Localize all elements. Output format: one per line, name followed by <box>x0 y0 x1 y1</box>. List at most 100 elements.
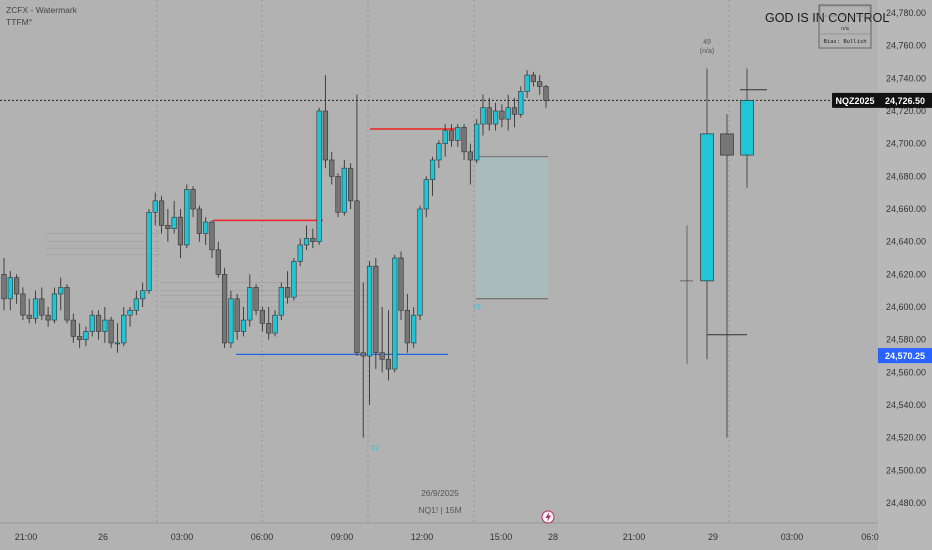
candle <box>77 323 83 348</box>
candle <box>297 238 303 267</box>
candle <box>133 290 139 316</box>
candle-body <box>89 314 95 332</box>
candle-body <box>461 127 467 153</box>
price-axis-ticks: 24,780.0024,760.0024,740.0024,720.0024,7… <box>886 8 926 508</box>
candle <box>278 282 284 321</box>
candle <box>221 267 228 348</box>
bias-table-value: n/a <box>841 26 850 32</box>
price-tick-label: 24,560.00 <box>886 367 926 377</box>
candle-body <box>278 287 284 316</box>
candle-body <box>51 293 58 321</box>
candle-body <box>480 107 486 125</box>
time-axis[interactable] <box>0 523 878 550</box>
candle <box>524 70 530 98</box>
candle-body <box>247 287 253 321</box>
candle-body <box>203 221 209 234</box>
price-tick-label: 24,700.00 <box>886 139 926 149</box>
candle <box>417 205 423 321</box>
candle-body <box>379 352 385 360</box>
candle-body <box>448 130 455 141</box>
candle-body <box>543 86 549 101</box>
date-label: 26/9/2025 <box>421 488 459 498</box>
candle <box>253 284 259 316</box>
candle-body <box>455 127 461 141</box>
candle <box>102 307 108 343</box>
candle-body <box>26 314 32 319</box>
candle-body <box>221 274 228 344</box>
time-tick-label: 06:00 <box>251 532 274 542</box>
candle-body <box>417 208 423 316</box>
candle-body <box>190 189 196 210</box>
candle <box>45 307 51 327</box>
candle-body <box>373 265 379 354</box>
price-tick-label: 24,480.00 <box>886 498 926 508</box>
candle <box>32 290 39 324</box>
candle <box>448 124 455 147</box>
candle-body <box>329 159 335 177</box>
last-price-tag[interactable]: NQZ2025 24,726.50 <box>832 92 932 108</box>
candle-body <box>196 208 202 234</box>
candle-body <box>385 358 392 370</box>
candle <box>228 290 234 348</box>
last-price-value: 24,726.50 <box>885 96 925 106</box>
time-tick-label: 03:00 <box>781 532 804 542</box>
candle <box>461 124 467 160</box>
time-tick-label: 12:00 <box>411 532 434 542</box>
candle-body <box>272 314 278 334</box>
crosshair-price-tag[interactable]: 24,570.25 <box>878 348 932 364</box>
crosshair-price-value: 24,570.25 <box>885 351 925 361</box>
candle <box>247 274 253 327</box>
candle-body <box>360 352 366 357</box>
fair-value-gap-zone <box>476 156 548 300</box>
candle-body <box>436 143 442 161</box>
candle <box>39 287 45 321</box>
projection-candle <box>740 68 754 188</box>
candle <box>404 293 410 353</box>
candle <box>272 310 278 337</box>
candle-body <box>348 167 354 202</box>
candle-body <box>127 309 133 316</box>
candle-body <box>253 287 259 311</box>
candle-body <box>133 298 139 311</box>
candle <box>392 254 398 373</box>
bias-label: Bias: Bullish <box>823 39 866 45</box>
price-tick-label: 24,660.00 <box>886 204 926 214</box>
candle-body <box>95 314 102 332</box>
candle-body <box>467 151 473 161</box>
low-label: C2 <box>371 446 379 452</box>
projection-candle-body <box>700 133 714 282</box>
projection-sub: (n/a) <box>700 48 714 55</box>
candle-body <box>146 211 152 291</box>
time-tick-label: 21:00 <box>15 532 38 542</box>
candle <box>14 274 20 304</box>
candle <box>480 94 486 136</box>
candle <box>184 184 190 249</box>
candle <box>379 307 385 373</box>
candle-body <box>474 123 480 161</box>
candle-body <box>114 342 121 345</box>
candle-body <box>354 200 360 354</box>
candle <box>158 195 165 234</box>
lightning-icon[interactable] <box>541 510 555 524</box>
candle-body <box>171 216 177 229</box>
candle-body <box>1 274 7 300</box>
last-price-symbol: NQZ2025 <box>835 96 874 106</box>
level-lines <box>46 128 460 355</box>
candle <box>310 228 316 249</box>
candle-body <box>64 287 70 321</box>
candle-body <box>58 287 64 295</box>
candle <box>89 310 95 337</box>
projection-candle-body <box>720 133 734 156</box>
candle-body <box>423 179 429 210</box>
candle <box>291 258 297 301</box>
time-tick-label: 21:00 <box>623 532 646 542</box>
symbol-timeframe-label: NQ1! | 15M <box>418 505 461 515</box>
candle-body <box>291 260 297 298</box>
candle <box>1 258 7 311</box>
candle-body <box>505 107 511 120</box>
candle <box>486 97 492 131</box>
price-tick-label: 24,640.00 <box>886 237 926 247</box>
candle <box>423 176 429 218</box>
price-axis[interactable] <box>878 0 932 550</box>
